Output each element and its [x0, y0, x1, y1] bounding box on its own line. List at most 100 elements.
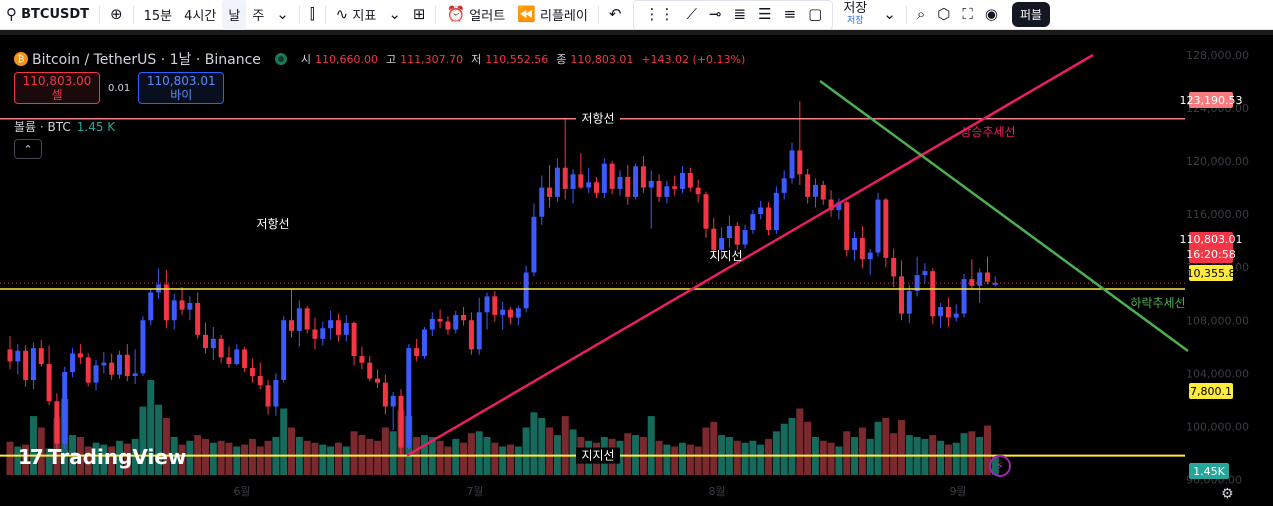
- search-icon: ⚲: [6, 5, 17, 23]
- resistance-top-label-bg: [576, 110, 620, 127]
- alert-button[interactable]: ⏰ 얼러트: [440, 0, 511, 30]
- candle-body: [625, 176, 631, 197]
- candle-body: [304, 308, 310, 330]
- downtrend-line: [819, 79, 1189, 353]
- volume-bar: [897, 419, 905, 475]
- chart-type-button[interactable]: ⫿: [304, 0, 321, 30]
- volume-bar: [499, 446, 507, 475]
- volume-bar: [452, 438, 460, 475]
- candle-body: [281, 320, 287, 380]
- trendline-tool[interactable]: ⟋: [680, 0, 703, 30]
- pitchfork-tool[interactable]: ≡: [778, 0, 803, 30]
- zoom-icon: ⌕: [916, 5, 926, 23]
- interval-4h[interactable]: 4시간: [184, 9, 217, 24]
- volume-bar: [444, 446, 452, 475]
- uptrend-label: 상승추세선: [960, 125, 1015, 139]
- volume-bar: [155, 404, 163, 475]
- candle-body: [515, 308, 521, 318]
- indicators-icon: ∿: [335, 5, 349, 23]
- plus-circle-icon: ⊕: [110, 5, 123, 23]
- candle-body: [226, 357, 232, 365]
- volume-bar: [280, 408, 288, 475]
- collapse-legend-button[interactable]: ⌃: [14, 139, 42, 159]
- publish-button[interactable]: 퍼블: [1011, 2, 1051, 27]
- indicators-button[interactable]: ∿ 지표: [330, 0, 383, 30]
- volume-bar: [827, 442, 835, 475]
- candle-body: [554, 167, 560, 197]
- divider: [435, 5, 437, 24]
- candle-body: [633, 166, 639, 197]
- volume-bar: [874, 421, 882, 475]
- volume-bar: [968, 431, 976, 475]
- buy-button[interactable]: 110,803.01 바이: [138, 72, 225, 104]
- candle-body: [296, 308, 302, 331]
- volume-bar: [765, 438, 773, 475]
- quick-search-button[interactable]: ⌕: [911, 0, 931, 30]
- candle-body: [883, 199, 889, 258]
- volume-bar: [952, 442, 960, 475]
- resistance-left-label: 저항선: [256, 217, 289, 231]
- volume-bar: [248, 438, 256, 475]
- volume-bar: [327, 446, 335, 475]
- snapshot-button[interactable]: ◉: [979, 0, 1004, 30]
- volume-bar: [311, 442, 319, 475]
- symbol-search[interactable]: ⚲ BTCUSDT: [0, 0, 95, 30]
- chart-area[interactable]: 저항선 지지선 저항선 지지선 상승추세선 하락추세선 128,000.00 124,000…: [0, 30, 1273, 506]
- horizontal-line-icon: ⊸: [708, 5, 722, 23]
- sell-button[interactable]: 110,803.00 셀: [14, 72, 100, 104]
- volume-bar: [788, 418, 796, 475]
- candle-body: [562, 167, 568, 189]
- candle-body: [93, 365, 99, 383]
- rectangle-tool[interactable]: ▢: [802, 0, 828, 30]
- symbol-name: BTCUSDT: [21, 7, 90, 22]
- interval-dropdown[interactable]: ⌄: [270, 0, 295, 30]
- candle-body: [70, 353, 76, 372]
- candles-icon: ⫿: [309, 5, 315, 23]
- drag-handle[interactable]: ⋮⋮: [638, 0, 680, 30]
- divider: [99, 5, 101, 24]
- interval-1w[interactable]: 주: [252, 9, 265, 24]
- parallel-channel-tool[interactable]: ≣: [728, 0, 753, 30]
- candle-body: [891, 257, 897, 277]
- interval-1d[interactable]: 날: [222, 0, 247, 30]
- volume-bar: [538, 418, 546, 475]
- candle-body: [523, 272, 529, 309]
- current-price-tag: 110,803.01 16:20:58: [1180, 232, 1243, 263]
- save-dropdown[interactable]: ⌄: [877, 0, 902, 30]
- save-sub-label: 저장: [847, 15, 864, 26]
- interval-15m[interactable]: 15분: [143, 9, 173, 24]
- settings-button[interactable]: ⬡: [931, 0, 956, 30]
- low-label: 저: [471, 53, 482, 66]
- candle-body: [695, 187, 701, 195]
- horizontal-line-tool[interactable]: ⊸: [703, 0, 728, 30]
- candle-body: [601, 163, 607, 193]
- time-tick-label: 6월: [233, 485, 250, 498]
- fib-tool[interactable]: ☰: [752, 0, 777, 30]
- candle-body: [726, 226, 732, 238]
- candle-body: [343, 322, 349, 335]
- volume-bar: [679, 442, 687, 475]
- indicators-dropdown[interactable]: ⌄: [382, 0, 407, 30]
- volume-bar: [530, 412, 538, 475]
- lightning-icon[interactable]: ⚡: [989, 455, 1011, 477]
- compare-button[interactable]: ⊕: [104, 0, 129, 30]
- market-status-icon: [274, 53, 287, 65]
- axis-settings-icon[interactable]: ⚙: [1221, 486, 1234, 502]
- volume-bar: [460, 442, 468, 475]
- candle-body: [476, 312, 482, 350]
- channel-icon: ≣: [733, 5, 747, 23]
- current-price: 110,803.01: [1179, 233, 1243, 247]
- layouts-button[interactable]: ⊞: [407, 0, 432, 30]
- tradingview-logo[interactable]: 17 TradingView: [18, 445, 186, 469]
- candle-body: [507, 309, 513, 318]
- save-label: 저장: [843, 1, 868, 17]
- undo-button[interactable]: ↶: [603, 0, 628, 30]
- volume-bar: [569, 429, 577, 475]
- fullscreen-button[interactable]: ⛶: [956, 0, 979, 30]
- save-button[interactable]: 저장 저장: [833, 2, 877, 26]
- volume-bar: [350, 431, 358, 475]
- chevron-down-icon: ⌄: [388, 5, 401, 23]
- volume-bar: [733, 440, 741, 475]
- replay-button[interactable]: ⏪ 리플레이: [511, 0, 594, 30]
